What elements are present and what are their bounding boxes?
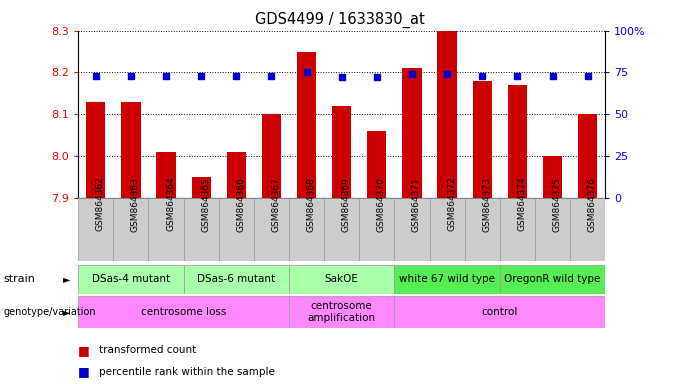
Text: percentile rank within the sample: percentile rank within the sample [99,367,275,377]
Bar [359,198,394,261]
Bar [332,106,352,198]
Text: GSM864365: GSM864365 [201,177,210,232]
Point [90,73,101,79]
Text: ■: ■ [78,365,90,378]
Point [231,73,242,79]
Text: GSM864372: GSM864372 [447,177,456,232]
Point [512,73,523,79]
Bar [437,31,457,198]
Text: GSM864363: GSM864363 [131,177,140,232]
Text: GSM864366: GSM864366 [237,177,245,232]
Bar [86,102,105,198]
Text: GSM864364: GSM864364 [166,177,175,232]
Bar [430,198,464,261]
Point [266,73,277,79]
Bar [262,114,281,198]
Bar [226,152,246,198]
Text: centrosome
amplification: centrosome amplification [307,301,376,323]
Bar [78,198,114,261]
Text: ►: ► [63,307,71,317]
Bar [148,198,184,261]
Bar [156,152,175,198]
Text: GDS4499 / 1633830_at: GDS4499 / 1633830_at [255,12,425,28]
Bar [578,114,597,198]
Bar [78,265,184,294]
Point [160,73,171,79]
Point [301,70,312,76]
Text: GSM864375: GSM864375 [552,177,562,232]
Bar [394,265,500,294]
Point [371,74,382,81]
Bar [192,177,211,198]
Text: DSas-4 mutant: DSas-4 mutant [92,274,170,285]
Bar [500,198,535,261]
Text: transformed count: transformed count [99,345,196,355]
Text: GSM864369: GSM864369 [341,177,351,232]
Text: OregonR wild type: OregonR wild type [505,274,600,285]
Bar [184,265,289,294]
Bar [289,296,394,328]
Bar [394,296,605,328]
Text: SakOE: SakOE [325,274,358,285]
Text: GSM864367: GSM864367 [271,177,280,232]
Text: DSas-6 mutant: DSas-6 mutant [197,274,275,285]
Text: ►: ► [63,274,71,285]
Text: GSM864373: GSM864373 [482,177,491,232]
Bar [508,85,527,198]
Text: strain: strain [3,274,35,285]
Text: GSM864374: GSM864374 [517,177,526,232]
Bar [297,51,316,198]
Bar [394,198,430,261]
Bar [121,102,141,198]
Text: GSM864362: GSM864362 [96,177,105,232]
Point [547,73,558,79]
Point [477,73,488,79]
Bar [403,68,422,198]
Text: genotype/variation: genotype/variation [3,307,96,317]
Bar [78,296,289,328]
Text: centrosome loss: centrosome loss [141,307,226,317]
Text: GSM864370: GSM864370 [377,177,386,232]
Bar [473,81,492,198]
Point [336,74,347,81]
Point [407,71,418,77]
Bar [289,265,394,294]
Bar [464,198,500,261]
Bar [367,131,386,198]
Bar [570,198,605,261]
Point [196,73,207,79]
Bar [324,198,359,261]
Bar [254,198,289,261]
Text: GSM864368: GSM864368 [307,177,316,232]
Point [125,73,136,79]
Text: white 67 wild type: white 67 wild type [399,274,495,285]
Bar [500,265,605,294]
Bar [289,198,324,261]
Point [442,71,453,77]
Point [582,73,593,79]
Text: GSM864376: GSM864376 [588,177,596,232]
Bar [219,198,254,261]
Text: ■: ■ [78,344,90,357]
Bar [543,156,562,198]
Bar [114,198,148,261]
Text: GSM864371: GSM864371 [412,177,421,232]
Bar [535,198,570,261]
Bar [184,198,219,261]
Text: control: control [481,307,518,317]
